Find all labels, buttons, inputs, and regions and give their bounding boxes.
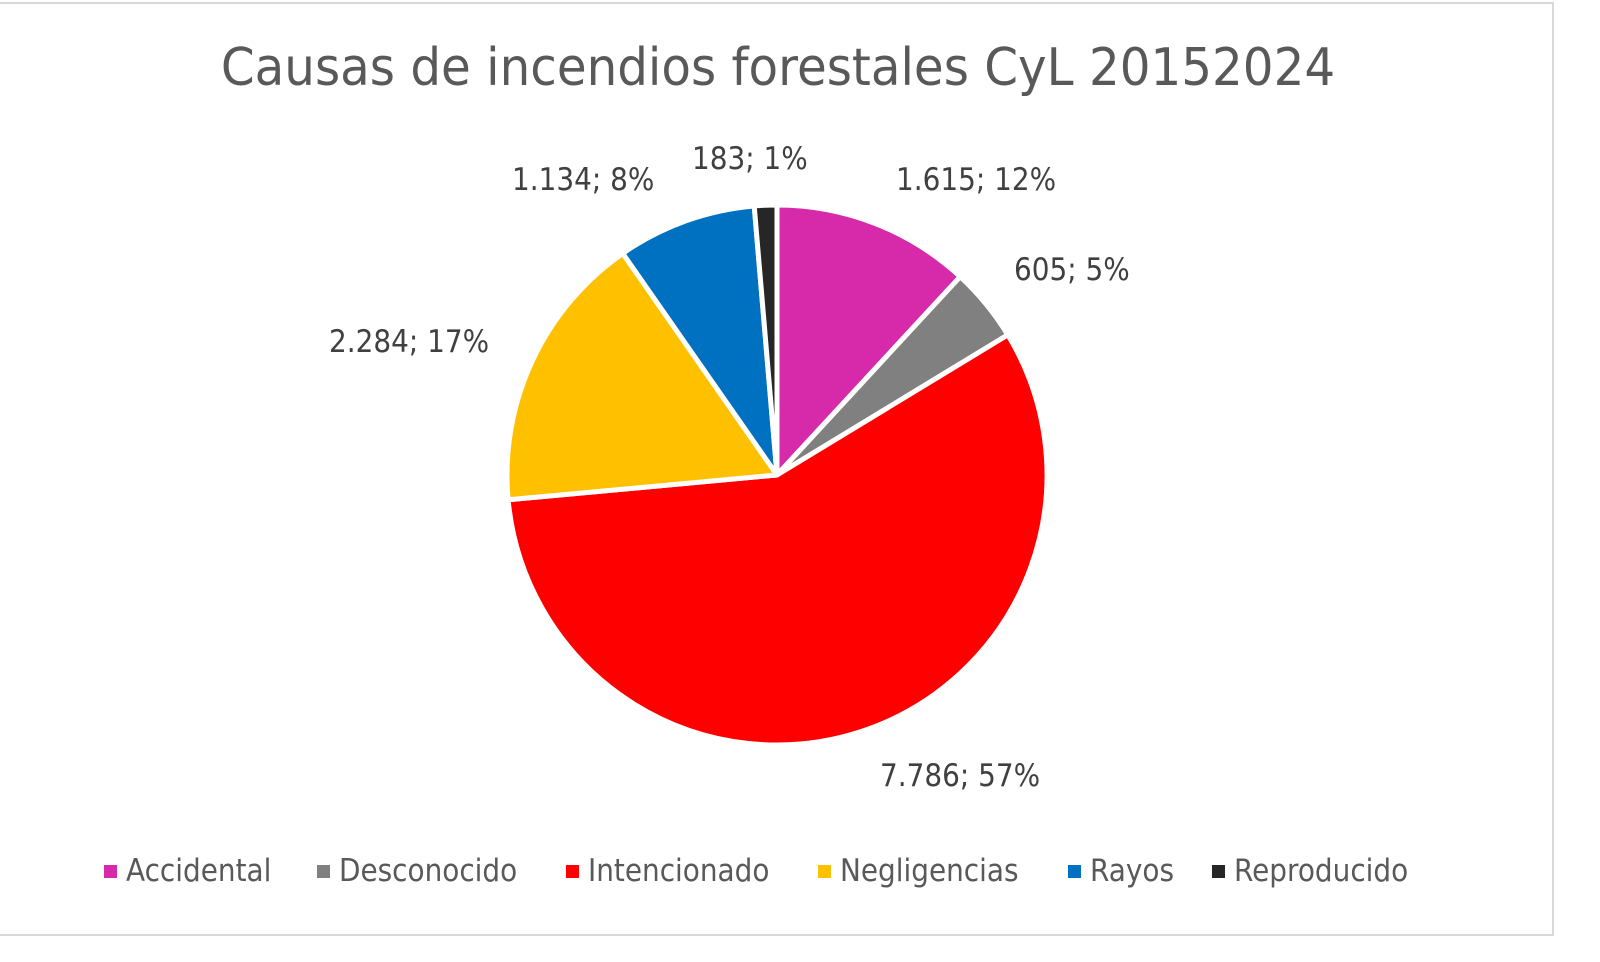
legend-item-reproducido[interactable]: Reproducido — [1211, 853, 1428, 889]
legend-swatch-icon — [1067, 864, 1081, 878]
data-label-desconocido: 605; 5% — [1014, 252, 1130, 288]
pie-slice-negligencias[interactable] — [504, 250, 780, 503]
legend-item-desconocido[interactable]: Desconocido — [316, 853, 537, 889]
legend-label: Intencionado — [587, 853, 769, 889]
legend-item-intencionado[interactable]: Intencionado — [565, 853, 790, 889]
data-label-accidental: 1.615; 12% — [896, 162, 1057, 198]
legend-item-rayos[interactable]: Rayos — [1067, 853, 1183, 889]
chart-title: Causas de incendios forestales CyL 20152… — [220, 38, 1336, 98]
legend-label: Accidental — [126, 853, 272, 889]
pie-slice-accidental[interactable] — [774, 202, 963, 478]
pie-slice-intencionado[interactable] — [505, 332, 1050, 748]
legend-label: Reproducido — [1233, 853, 1409, 889]
legend-swatch-icon — [104, 864, 117, 878]
legend-label: Negligencias — [840, 853, 1019, 889]
legend-item-negligencias[interactable]: Negligencias — [818, 853, 1038, 889]
data-label-negligencias: 2.284; 17% — [329, 324, 490, 360]
pie-slice-reproducido[interactable] — [751, 202, 780, 478]
pie-slice-rayos[interactable] — [620, 203, 780, 478]
legend-swatch-icon — [565, 864, 579, 878]
legend-label: Desconocido — [338, 853, 517, 889]
legend-swatch-icon — [316, 864, 330, 878]
legend-item-accidental[interactable]: Accidental — [104, 853, 288, 889]
data-label-intencionado: 7.786; 57% — [880, 758, 1041, 794]
data-label-rayos: 1.134; 8% — [512, 162, 655, 198]
legend: Accidental Desconocido Intencionado Negl… — [104, 853, 1456, 889]
data-label-reproducido: 183; 1% — [692, 141, 808, 177]
legend-swatch-icon — [818, 864, 832, 878]
legend-label: Rayos — [1089, 853, 1174, 889]
legend-swatch-icon — [1211, 864, 1225, 878]
